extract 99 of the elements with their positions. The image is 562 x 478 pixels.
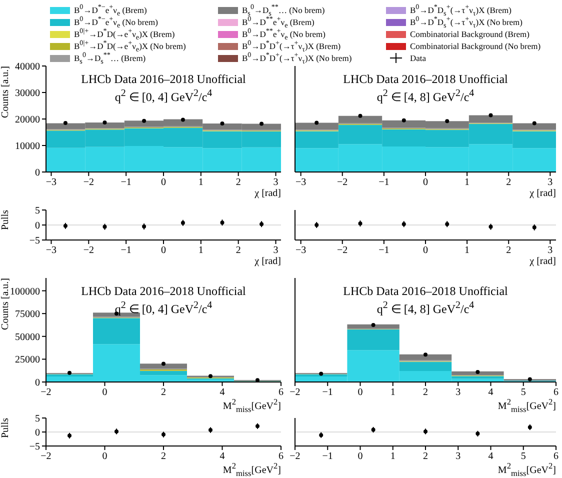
x-axis-title: M$^{2}$$_{miss}$[GeV$^{2}$] xyxy=(222,398,281,414)
x-tick-label: 1 xyxy=(464,177,470,188)
x-tick-label: 0 xyxy=(358,387,363,398)
x-tick-label: −2 xyxy=(40,451,52,462)
x-tick-label: −2 xyxy=(40,387,52,398)
x-tick-label: 3 xyxy=(548,245,553,256)
x-tick-label: −2 xyxy=(290,387,300,398)
x-axis-title: M$^{2}$$_{miss}$[GeV$^{2}$] xyxy=(498,462,556,478)
x-tick-label: 5 xyxy=(520,451,526,462)
legend-label: B$_{s}$$^{0}$→D$_{s}$$^{**}$… (Brem) xyxy=(74,50,146,66)
x-tick-label: 0 xyxy=(423,245,428,256)
x-tick-label: −1 xyxy=(378,177,390,188)
x-tick-label: 0 xyxy=(102,387,108,398)
x-tick-label: 0 xyxy=(161,177,166,188)
x-tick-label: −2 xyxy=(290,451,300,462)
x-tick-label: 2 xyxy=(423,451,428,462)
x-axis-title: χ [rad] xyxy=(254,188,281,199)
text: B$^{0}$→D$^{*}$D$_{s}$$^{+}$(→τ$^{+}$ν$_{τ}$)X (No brem) xyxy=(410,14,522,30)
x-tick-label: −1 xyxy=(378,245,390,256)
text: B$^{0}$→D$^{*−}$e$^{+}$ν$_{e}$ (No brem) xyxy=(74,14,158,30)
x-tick-label: 5 xyxy=(520,387,526,398)
x-tick-label: 3 xyxy=(456,451,461,462)
x-tick-label: 4 xyxy=(488,451,494,462)
y-tick-label: 5 xyxy=(35,414,40,425)
legend-label: Data xyxy=(410,53,426,63)
y-tick-label: 0 xyxy=(35,428,40,439)
x-tick-label: 1 xyxy=(198,177,204,188)
y-tick-label: 100000 xyxy=(10,286,40,298)
x-tick-label: −2 xyxy=(83,245,94,256)
x-tick-label: 1 xyxy=(464,245,470,256)
x-tick-label: 6 xyxy=(278,451,284,462)
y-tick-label: 5 xyxy=(35,206,40,217)
x-tick-label: 3 xyxy=(548,177,553,188)
text: B$^{0|+}$→D$^{*}$D(→e$^{+}$ν$_{e}$)X (Brem) xyxy=(74,26,175,42)
x-tick-label: −1 xyxy=(120,245,132,256)
text: B$^{0}$→D$^{*}$D$^{+}$(→τ$^{+}$ν$_{τ}$)X (No brem) xyxy=(242,50,352,66)
y-axis-title: Pulls xyxy=(0,418,11,438)
x-tick-label: −3 xyxy=(296,245,306,256)
y-axis-title: Pulls xyxy=(0,210,11,230)
y-tick-label: 30000 xyxy=(15,88,40,100)
x-tick-label: −2 xyxy=(83,177,94,188)
x-tick-label: 1 xyxy=(198,245,204,256)
x-axis-title: χ [rad] xyxy=(530,256,556,267)
x-tick-label: 6 xyxy=(554,387,558,398)
x-tick-label: −1 xyxy=(322,451,333,462)
y-tick-label: 0 xyxy=(35,168,40,179)
y-tick-label: 40000 xyxy=(15,62,40,73)
legend-label: Combinatorial Background (Brem) xyxy=(410,29,530,39)
y-tick-label: 0 xyxy=(35,378,40,389)
x-tick-label: 2 xyxy=(506,177,512,188)
x-tick-label: 3 xyxy=(273,245,278,256)
x-tick-label: 2 xyxy=(423,387,428,398)
y-tick-label: 20000 xyxy=(15,114,40,126)
y-tick-label: 75000 xyxy=(15,309,40,320)
y-tick-label: 10000 xyxy=(15,141,40,152)
x-tick-label: 2 xyxy=(506,245,512,256)
x-tick-label: 0 xyxy=(358,451,363,462)
x-tick-label: 4 xyxy=(220,451,225,462)
annotation: LHCb Data 2016–2018 Unofficial xyxy=(343,284,508,298)
x-tick-label: −3 xyxy=(46,177,57,188)
x-tick-label: 0 xyxy=(161,245,166,256)
y-tick-label: 0 xyxy=(35,220,40,232)
legend-label: Combinatorial Background (No brem) xyxy=(410,41,541,51)
x-tick-label: 3 xyxy=(456,387,461,398)
x-tick-label: 0 xyxy=(102,451,108,462)
x-axis-title: χ [rad] xyxy=(254,256,281,267)
x-tick-label: 2 xyxy=(161,387,166,398)
x-tick-label: −3 xyxy=(296,177,306,188)
x-tick-label: 3 xyxy=(273,177,278,188)
x-tick-label: 6 xyxy=(278,387,284,398)
x-tick-label: 4 xyxy=(220,387,225,398)
annotation: LHCb Data 2016–2018 Unofficial xyxy=(81,72,246,86)
x-tick-label: 4 xyxy=(488,387,494,398)
y-axis-title: Counts [a.u.] xyxy=(0,278,11,330)
x-axis-title: M$^{2}$$_{miss}$[GeV$^{2}$] xyxy=(222,462,281,478)
y-tick-label: 25000 xyxy=(15,354,40,366)
annotation: q$^{2}$ ∈ [0, 4] GeV$^{2}$/c$^{4}$ xyxy=(114,88,212,104)
x-tick-label: 1 xyxy=(390,451,396,462)
x-tick-label: −2 xyxy=(337,245,348,256)
annotation: q$^{2}$ ∈ [4, 8] GeV$^{2}$/c$^{4}$ xyxy=(376,300,474,316)
annotation: LHCb Data 2016–2018 Unofficial xyxy=(81,284,246,298)
y-axis-title: Counts [a.u.] xyxy=(0,66,11,118)
y-tick-label: 50000 xyxy=(15,332,40,343)
x-axis-title: M$^{2}$$_{miss}$[GeV$^{2}$] xyxy=(498,398,556,414)
x-tick-label: 2 xyxy=(236,245,241,256)
y-tick-label: −5 xyxy=(29,442,40,453)
x-axis-title: χ [rad] xyxy=(530,188,556,199)
x-tick-label: 1 xyxy=(390,387,396,398)
annotation: LHCb Data 2016–2018 Unofficial xyxy=(343,72,508,86)
annotation: q$^{2}$ ∈ [4, 8] GeV$^{2}$/c$^{4}$ xyxy=(376,88,474,104)
y-tick-label: −5 xyxy=(29,236,40,247)
x-tick-label: 0 xyxy=(423,177,428,188)
x-tick-label: −2 xyxy=(337,177,348,188)
x-tick-label: −1 xyxy=(322,387,333,398)
x-tick-label: 2 xyxy=(161,451,166,462)
x-tick-label: −1 xyxy=(120,177,132,188)
x-tick-label: −3 xyxy=(46,245,57,256)
x-tick-label: 2 xyxy=(236,177,241,188)
x-tick-label: 6 xyxy=(554,451,558,462)
